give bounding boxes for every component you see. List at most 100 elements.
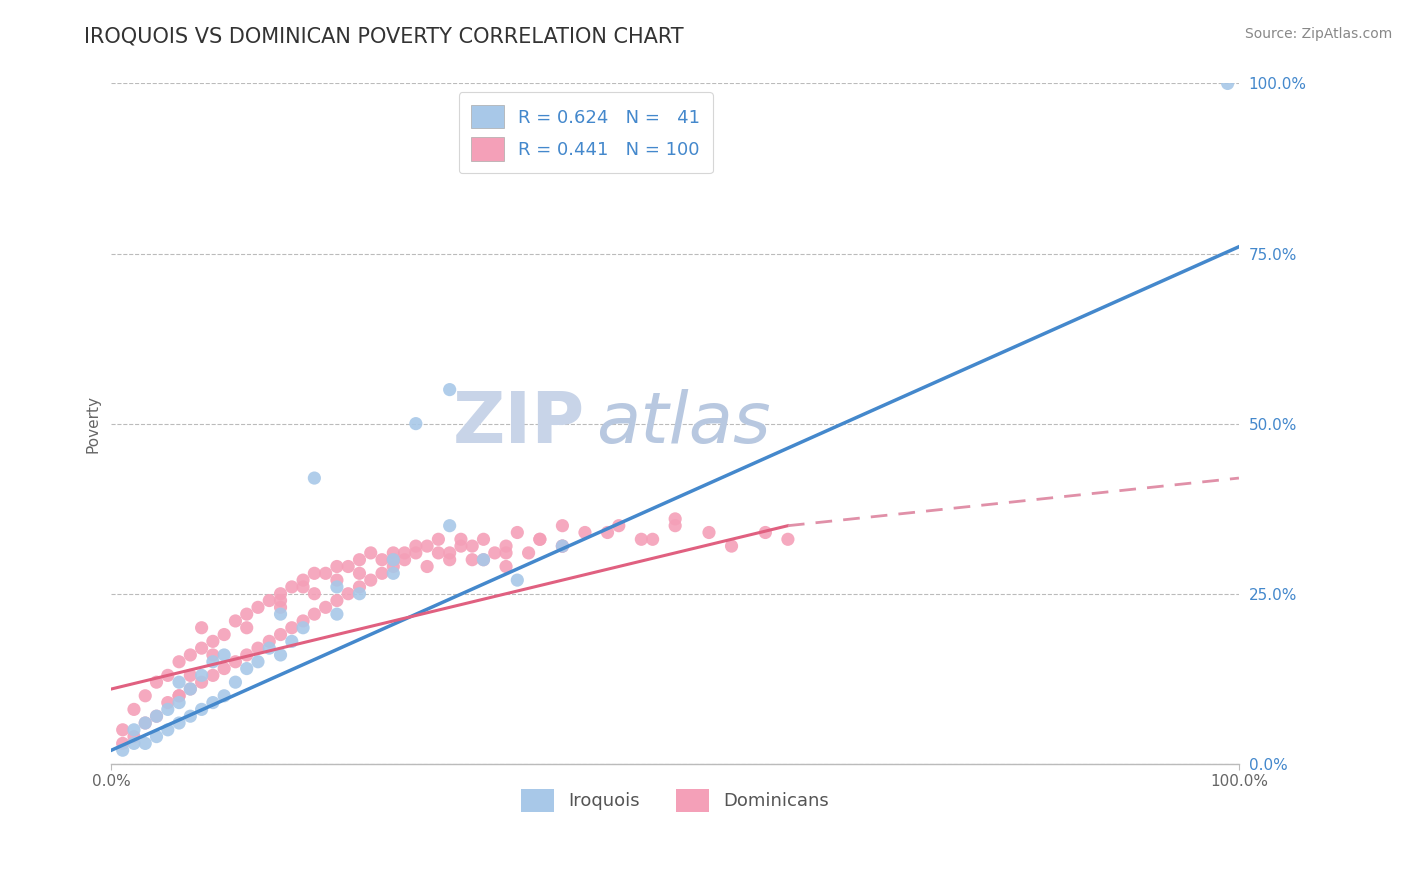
Point [156, 696, 179, 710]
Point [315, 566, 337, 581]
Point [495, 539, 517, 553]
Point [156, 668, 179, 682]
Point [337, 587, 360, 601]
Point [259, 634, 281, 648]
Point [326, 580, 349, 594]
Point [382, 566, 405, 581]
Point [145, 709, 167, 723]
Point [292, 614, 315, 628]
Point [270, 600, 292, 615]
Point [212, 662, 235, 676]
Point [201, 696, 224, 710]
Point [224, 655, 246, 669]
Point [551, 539, 574, 553]
Point [427, 546, 450, 560]
Point [201, 634, 224, 648]
Point [212, 648, 235, 662]
Point [134, 716, 156, 731]
Point [190, 675, 212, 690]
Point [450, 539, 472, 553]
Point [292, 621, 315, 635]
Point [270, 648, 292, 662]
Point [122, 723, 145, 737]
Point [270, 627, 292, 641]
Point [439, 383, 461, 397]
Point [145, 675, 167, 690]
Point [754, 525, 776, 540]
Point [630, 533, 652, 547]
Point [461, 552, 484, 566]
Point [315, 600, 337, 615]
Point [179, 648, 201, 662]
Point [326, 573, 349, 587]
Point [349, 580, 371, 594]
Point [574, 525, 596, 540]
Point [304, 587, 326, 601]
Point [360, 573, 382, 587]
Point [134, 689, 156, 703]
Point [190, 641, 212, 656]
Point [201, 648, 224, 662]
Point [190, 621, 212, 635]
Point [405, 417, 427, 431]
Point [111, 723, 134, 737]
Point [371, 566, 394, 581]
Y-axis label: Poverty: Poverty [86, 394, 100, 452]
Point [720, 539, 742, 553]
Point [281, 580, 304, 594]
Point [122, 702, 145, 716]
Point [122, 736, 145, 750]
Point [326, 607, 349, 621]
Point [405, 546, 427, 560]
Point [416, 539, 439, 553]
Point [167, 675, 190, 690]
Point [349, 566, 371, 581]
Point [416, 559, 439, 574]
Text: ZIP: ZIP [453, 389, 585, 458]
Point [551, 539, 574, 553]
Point [450, 533, 472, 547]
Point [664, 518, 686, 533]
Point [235, 648, 257, 662]
Point [360, 546, 382, 560]
Point [439, 518, 461, 533]
Point [292, 573, 315, 587]
Point [179, 709, 201, 723]
Point [167, 696, 190, 710]
Point [235, 607, 257, 621]
Point [111, 743, 134, 757]
Point [304, 566, 326, 581]
Point [439, 552, 461, 566]
Point [235, 621, 257, 635]
Point [167, 655, 190, 669]
Point [349, 587, 371, 601]
Point [607, 518, 630, 533]
Point [179, 681, 201, 696]
Point [134, 736, 156, 750]
Point [495, 559, 517, 574]
Legend: Iroquois, Dominicans: Iroquois, Dominicans [510, 778, 839, 822]
Point [201, 668, 224, 682]
Point [1216, 77, 1239, 91]
Point [167, 716, 190, 731]
Point [551, 518, 574, 533]
Point [281, 634, 304, 648]
Point [304, 471, 326, 485]
Point [326, 559, 349, 574]
Point [472, 552, 495, 566]
Point [382, 552, 405, 566]
Point [551, 539, 574, 553]
Point [461, 539, 484, 553]
Point [224, 675, 246, 690]
Point [664, 512, 686, 526]
Point [167, 689, 190, 703]
Point [156, 723, 179, 737]
Point [292, 580, 315, 594]
Point [596, 525, 619, 540]
Point [517, 546, 540, 560]
Point [304, 607, 326, 621]
Point [484, 546, 506, 560]
Point [111, 736, 134, 750]
Text: atlas: atlas [596, 389, 770, 458]
Point [270, 593, 292, 607]
